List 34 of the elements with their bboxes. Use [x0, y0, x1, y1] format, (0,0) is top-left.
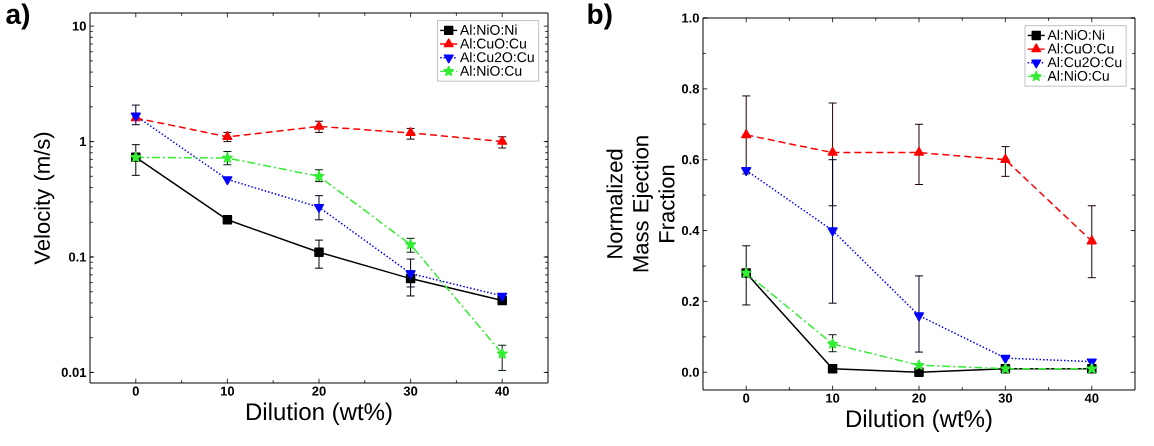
x-tick-label: 10	[826, 393, 840, 403]
y-tick-label: 0.6	[681, 155, 699, 165]
x-tick-label: 30	[403, 386, 418, 396]
y-tick-label: 1.0	[682, 13, 699, 23]
y-tick-label: 0.2	[681, 296, 699, 307]
legend-label: Al:NiO:Cu	[459, 65, 522, 76]
y-axis-title: Velocity (m/s)	[33, 132, 55, 265]
y-tick-label: 0.0	[681, 367, 699, 377]
x-tick-label: 0	[743, 393, 750, 403]
x-tick-label: 30	[998, 393, 1013, 403]
legend-label: Al:NiO:Ni	[459, 24, 517, 35]
y-tick-label: 0.8	[681, 84, 700, 94]
legend-label: Al:NiO:Ni	[1047, 29, 1105, 40]
y-tick-label: 0.4	[681, 225, 700, 236]
x-tick-label: 40	[495, 386, 509, 396]
x-tick-label: 10	[220, 386, 235, 396]
legend-label: Al:CuO:Cu	[1047, 43, 1114, 54]
legend-label: Al:CuO:Cu	[459, 38, 526, 49]
x-tick-label: 40	[1084, 393, 1099, 403]
y-tick-label: 10	[72, 21, 86, 31]
legend-label: Al:Cu2O:Cu	[459, 51, 534, 63]
x-axis-title: Dilution (wt%)	[846, 409, 992, 432]
chart-title: a)	[6, 3, 30, 30]
legend-label: Al:Cu2O:Cu	[1047, 56, 1122, 68]
x-tick-label: 20	[312, 386, 326, 396]
y-axis-title: Normalized Mass Ejection Fraction	[606, 136, 675, 272]
x-tick-label: 20	[912, 393, 926, 403]
x-tick-label: 0	[132, 386, 139, 396]
y-tick-label: 0.01	[61, 367, 87, 378]
chart-title: b)	[588, 3, 612, 30]
x-axis-title: Dilution (wt%)	[246, 402, 392, 425]
y-tick-label: 1	[80, 137, 87, 147]
y-tick-label: 0.1	[68, 252, 87, 262]
legend-label: Al:NiO:Cu	[1047, 70, 1109, 81]
